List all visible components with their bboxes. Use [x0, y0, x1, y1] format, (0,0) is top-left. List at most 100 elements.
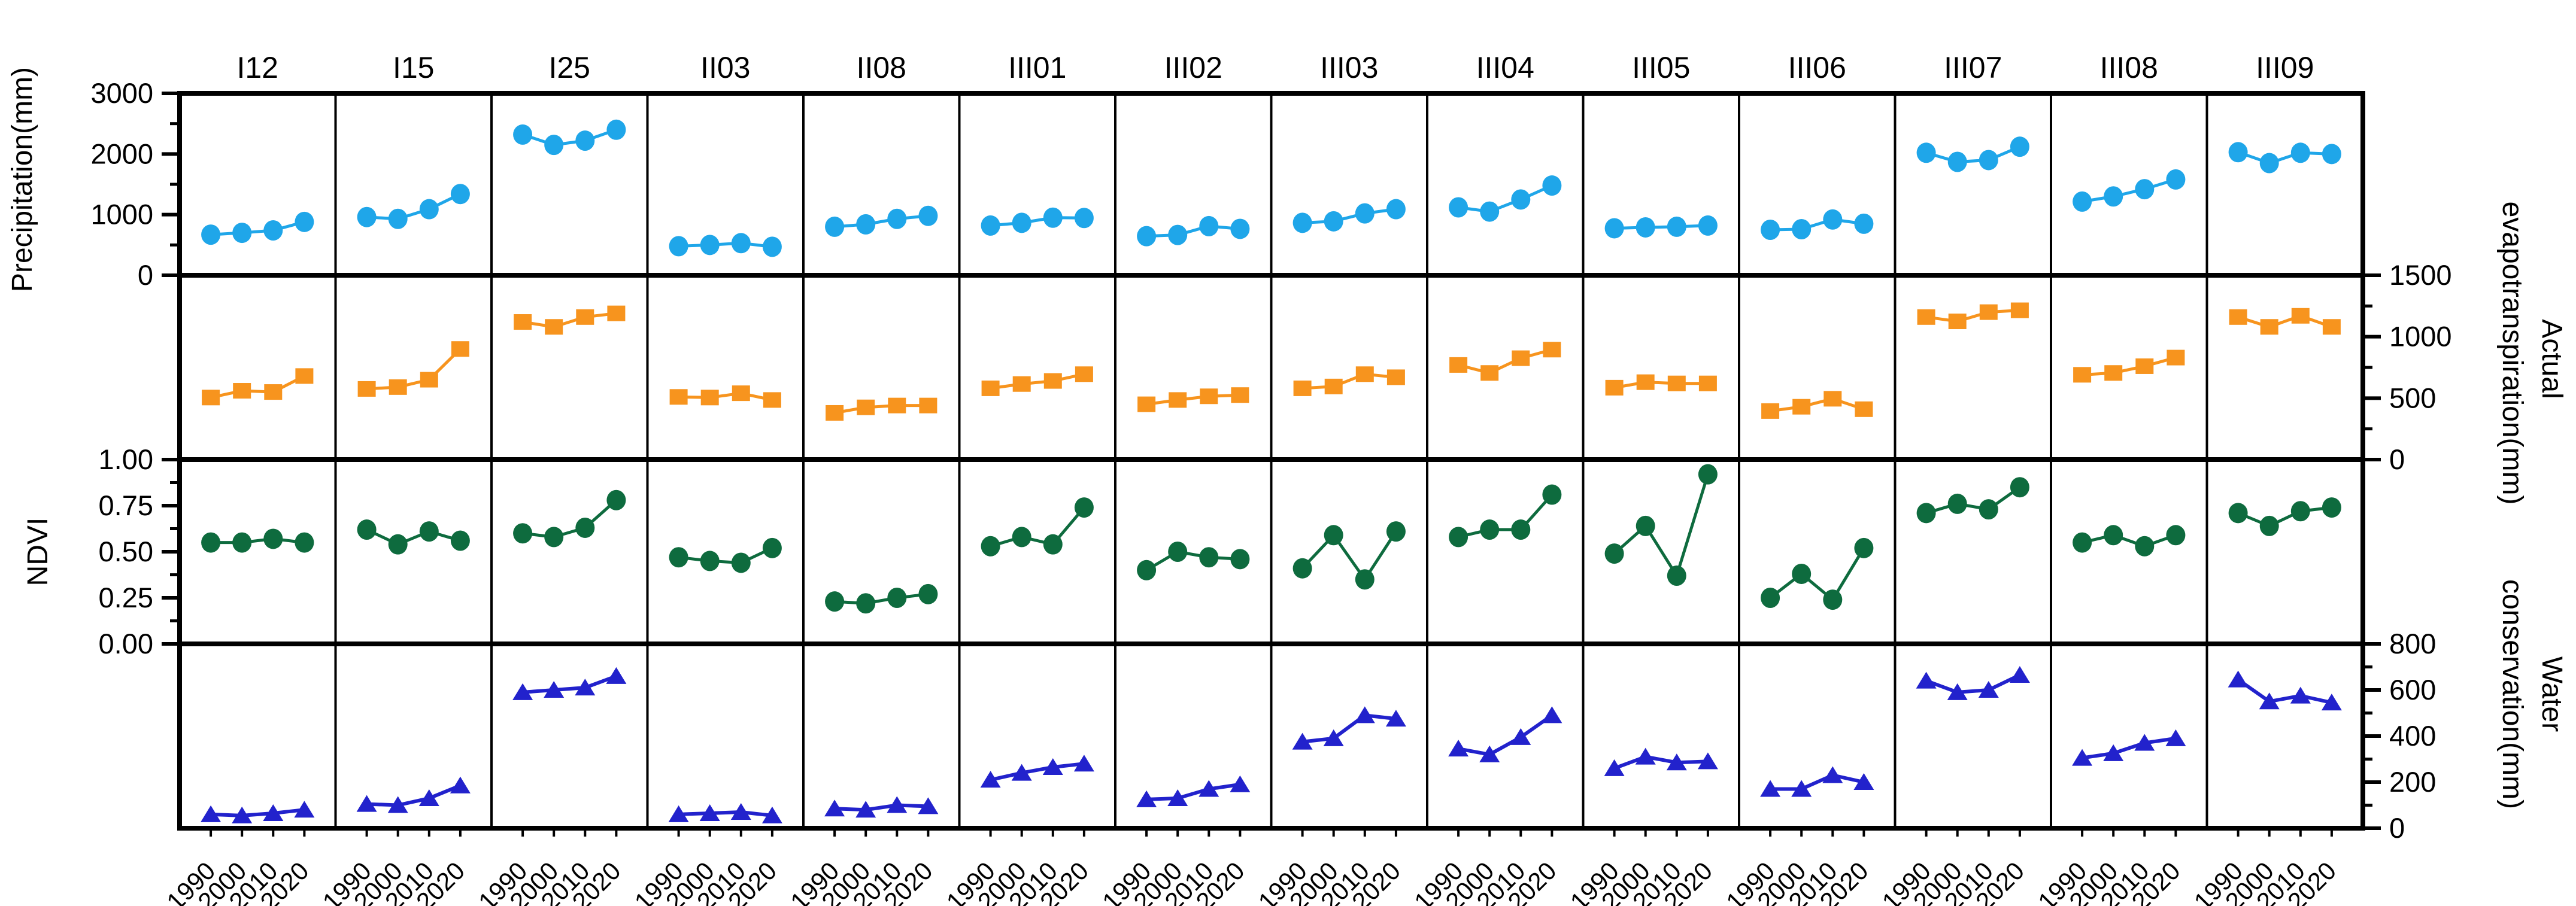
data-point [1199, 215, 1219, 236]
precipitation-axis-ticks: 0 1000 2000 3000 [90, 77, 180, 291]
data-point [1792, 399, 1811, 415]
data-point [356, 795, 377, 812]
data-point [1635, 747, 1656, 765]
data-point [1354, 706, 1375, 723]
data-point [450, 776, 471, 793]
water_conservation-tick-label: 400 [2389, 720, 2436, 752]
data-point [1543, 342, 1561, 358]
data-point [2259, 515, 2279, 536]
data-point [2072, 749, 2093, 766]
data-point [1199, 780, 1219, 797]
data-point [1449, 357, 1468, 373]
data-point [1511, 189, 1531, 210]
series-ndvi-III05 [1604, 464, 1718, 586]
series-water_conservation-III06 [1760, 766, 1874, 797]
data-point [357, 519, 377, 540]
data-point [1200, 388, 1218, 405]
data-point [669, 547, 688, 568]
panel-aet-I15 [334, 274, 493, 461]
panel-ndvi-I25 [490, 458, 649, 645]
series-aet-III04 [1449, 342, 1561, 381]
data-point [263, 528, 283, 549]
data-point [2073, 532, 2092, 553]
data-point [918, 583, 938, 604]
ndvi-axis-ticks: 0.00 0.25 0.50 0.75 1.00 [99, 443, 180, 659]
series-water_conservation-III08 [2072, 729, 2186, 766]
data-point [981, 215, 1000, 236]
series-precipitation-II03 [669, 233, 782, 257]
data-point [1292, 558, 1312, 579]
series-ndvi-III06 [1761, 537, 1874, 610]
data-point [1792, 563, 1812, 584]
data-point [419, 199, 439, 220]
data-point [918, 205, 938, 226]
data-point [1854, 213, 1874, 234]
data-point [1043, 373, 1062, 389]
column-title-III09: III09 [2256, 51, 2314, 84]
data-point [1636, 374, 1655, 390]
data-point [1511, 519, 1531, 540]
data-point [887, 588, 907, 608]
data-point [1479, 745, 1500, 762]
series-precipitation-III01 [981, 207, 1094, 236]
data-point [2135, 179, 2155, 200]
data-point [700, 551, 720, 571]
series-ndvi-II03 [669, 537, 782, 573]
data-point [1604, 759, 1625, 776]
data-point [1230, 218, 1250, 239]
data-point [1230, 775, 1251, 792]
column-title-III02: III02 [1164, 51, 1222, 84]
panel-water_conservation-II08 [802, 643, 961, 829]
data-point [981, 536, 1000, 557]
series-water_conservation-I15 [356, 776, 471, 813]
data-point [1168, 224, 1188, 245]
series-water_conservation-III05 [1604, 747, 1718, 776]
data-point [202, 390, 220, 406]
panel-ndvi-I15 [334, 458, 493, 645]
panel-water_conservation-III09 [2205, 643, 2364, 829]
data-point [1854, 537, 1874, 558]
panel-aet-II08 [802, 274, 961, 461]
data-point [1667, 216, 1686, 237]
series-aet-I25 [514, 305, 626, 335]
data-point [1604, 543, 1624, 564]
data-point [1822, 766, 1843, 783]
data-point [669, 389, 688, 405]
series-ndvi-III08 [2073, 525, 2186, 557]
data-point [1011, 764, 1032, 781]
data-point [1698, 215, 1718, 236]
data-point [1979, 304, 1998, 320]
data-point [1605, 379, 1624, 396]
data-point [1136, 790, 1157, 807]
ndvi-tick-label: 0.00 [99, 628, 153, 659]
data-point [824, 799, 845, 817]
series-precipitation-III03 [1292, 199, 1406, 233]
precipitation-tick-label: 0 [138, 259, 153, 291]
data-point [2228, 142, 2248, 163]
data-point [1666, 753, 1687, 771]
y-axis-title-water-word1: Water [2536, 656, 2568, 732]
data-point [699, 804, 720, 821]
panel-aet-I12 [178, 274, 337, 461]
aet-tick-label: 1000 [2389, 321, 2452, 352]
data-point [263, 220, 283, 241]
data-point [1916, 142, 1936, 163]
panel-water_conservation-I12 [178, 643, 337, 829]
column-title-III01: III01 [1008, 51, 1066, 84]
data-point [1043, 207, 1063, 228]
ndvi-tick-label: 0.25 [99, 582, 153, 613]
data-point [919, 397, 937, 414]
y-axis-title-aet-word2: evapotranspiration(mm) [2496, 201, 2528, 505]
data-point [2228, 503, 2248, 524]
data-point [1916, 503, 1936, 524]
data-point [762, 236, 782, 257]
data-point [1792, 218, 1812, 239]
data-point [1947, 151, 1967, 172]
panel-ndvi-III02 [1114, 458, 1273, 645]
series-aet-III02 [1137, 387, 1249, 412]
data-point [1823, 209, 1843, 230]
data-point [888, 397, 906, 414]
data-point [1012, 212, 1031, 233]
